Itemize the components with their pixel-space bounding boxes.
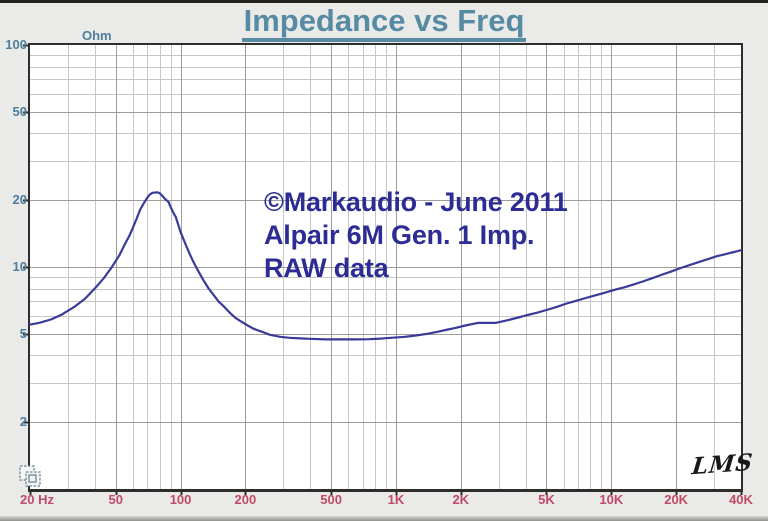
y-axis-unit-label: Ohm: [82, 28, 112, 43]
x-tick-label: 100: [169, 492, 192, 507]
x-tick-label: 10K: [599, 492, 624, 507]
x-tick-label: 200: [234, 492, 257, 507]
x-tick-label: 2K: [452, 492, 470, 507]
x-tick-label: 1K: [387, 492, 405, 507]
x-tick-label: 5K: [538, 492, 555, 507]
annotation-line-model: Alpair 6M Gen. 1 Imp.: [264, 220, 535, 250]
x-tick-label: 20K: [664, 492, 689, 507]
window-bottom-shadow: [0, 516, 768, 521]
y-tick-label: 5: [19, 325, 27, 341]
x-tick-label: 500: [320, 492, 342, 507]
y-tick-label: 20: [12, 192, 27, 208]
window-top-border: [0, 0, 768, 3]
x-tick-label: 50: [108, 492, 123, 507]
x-tick-label: 20 Hz: [20, 492, 54, 507]
chart-annotation: ©Markaudio - June 2011 Alpair 6M Gen. 1 …: [264, 186, 568, 285]
y-tick-label: 50: [12, 103, 27, 119]
y-tick-label: 100: [5, 37, 27, 52]
annotation-line-copyright: ©Markaudio - June 2011: [264, 187, 568, 217]
chart-title: Impedance vs Freq: [0, 3, 768, 42]
annotation-line-rawdata: RAW data: [264, 253, 389, 283]
lms-watermark: LMS: [690, 448, 755, 481]
chart-title-text: Impedance vs Freq: [241, 4, 527, 42]
x-tick-label: 40K: [729, 492, 753, 507]
y-tick-label: 10: [12, 259, 27, 274]
y-tick-label: 2: [19, 414, 27, 430]
